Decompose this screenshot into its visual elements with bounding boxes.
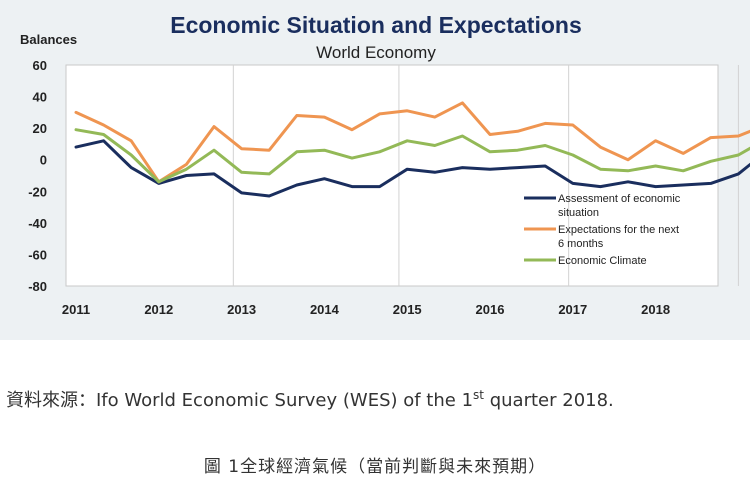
series-lines — [74, 101, 750, 198]
legend-label-line: situation — [558, 207, 599, 219]
y-tick-label: -80 — [28, 279, 47, 294]
x-tick-label: 2014 — [310, 302, 340, 317]
x-tick-label: 2018 — [641, 302, 670, 317]
series-line-0 — [74, 139, 750, 198]
legend-label-0: Assessment of economic situation — [558, 193, 681, 219]
series-line-2 — [74, 128, 750, 184]
chart-panel: Economic Situation and Expectations Worl… — [0, 0, 750, 340]
plot-area — [65, 64, 719, 287]
figure-caption: 圖 1全球經濟氣候（當前判斷與未來預期） — [203, 457, 547, 477]
source-text: 資料來源：Ifo World Economic Survey (WES) of … — [6, 390, 474, 411]
y-tick-label: -60 — [28, 247, 47, 262]
axis-ticks: 60 40 20 0 -20 -40 -60 -80 2011 2012 2013 2014 2015 2… — [28, 58, 670, 317]
x-tick-label: 2016 — [476, 302, 505, 317]
source-suffix: quarter 2018. — [484, 390, 614, 411]
y-tick-label: 20 — [33, 121, 47, 136]
y-tick-label: -40 — [28, 216, 47, 231]
x-tick-label: 2017 — [558, 302, 587, 317]
y-tick-label: 40 — [33, 90, 47, 105]
y-tick-label: 60 — [33, 58, 47, 73]
legend: Assessment of economic situation Expectati… — [524, 193, 681, 267]
x-tick-label: 2011 — [62, 302, 90, 317]
x-tick-label: 2012 — [144, 302, 173, 317]
source-note: 資料來源：Ifo World Economic Survey (WES) of … — [6, 386, 614, 412]
legend-label-line: 6 months — [558, 238, 604, 250]
legend-label-2: Economic Climate — [558, 255, 647, 267]
grid-lines — [232, 65, 739, 286]
x-tick-label: 2015 — [393, 302, 422, 317]
y-axis-label: Balances — [20, 32, 77, 47]
series-line-1 — [74, 101, 750, 184]
legend-label-line: Assessment of economic — [558, 193, 681, 205]
legend-label-line: Economic Climate — [558, 255, 647, 267]
source-superscript: st — [473, 388, 484, 402]
y-tick-label: -20 — [28, 184, 47, 199]
x-tick-label: 2013 — [227, 302, 256, 317]
legend-label-line: Expectations for the next — [558, 224, 679, 236]
legend-label-1: Expectations for the next 6 months — [558, 224, 679, 250]
y-tick-label: 0 — [40, 153, 47, 168]
line-chart: Economic Situation and Expectations Worl… — [20, 12, 750, 317]
chart-subtitle: World Economy — [316, 43, 436, 62]
chart-title: Economic Situation and Expectations — [170, 12, 582, 38]
